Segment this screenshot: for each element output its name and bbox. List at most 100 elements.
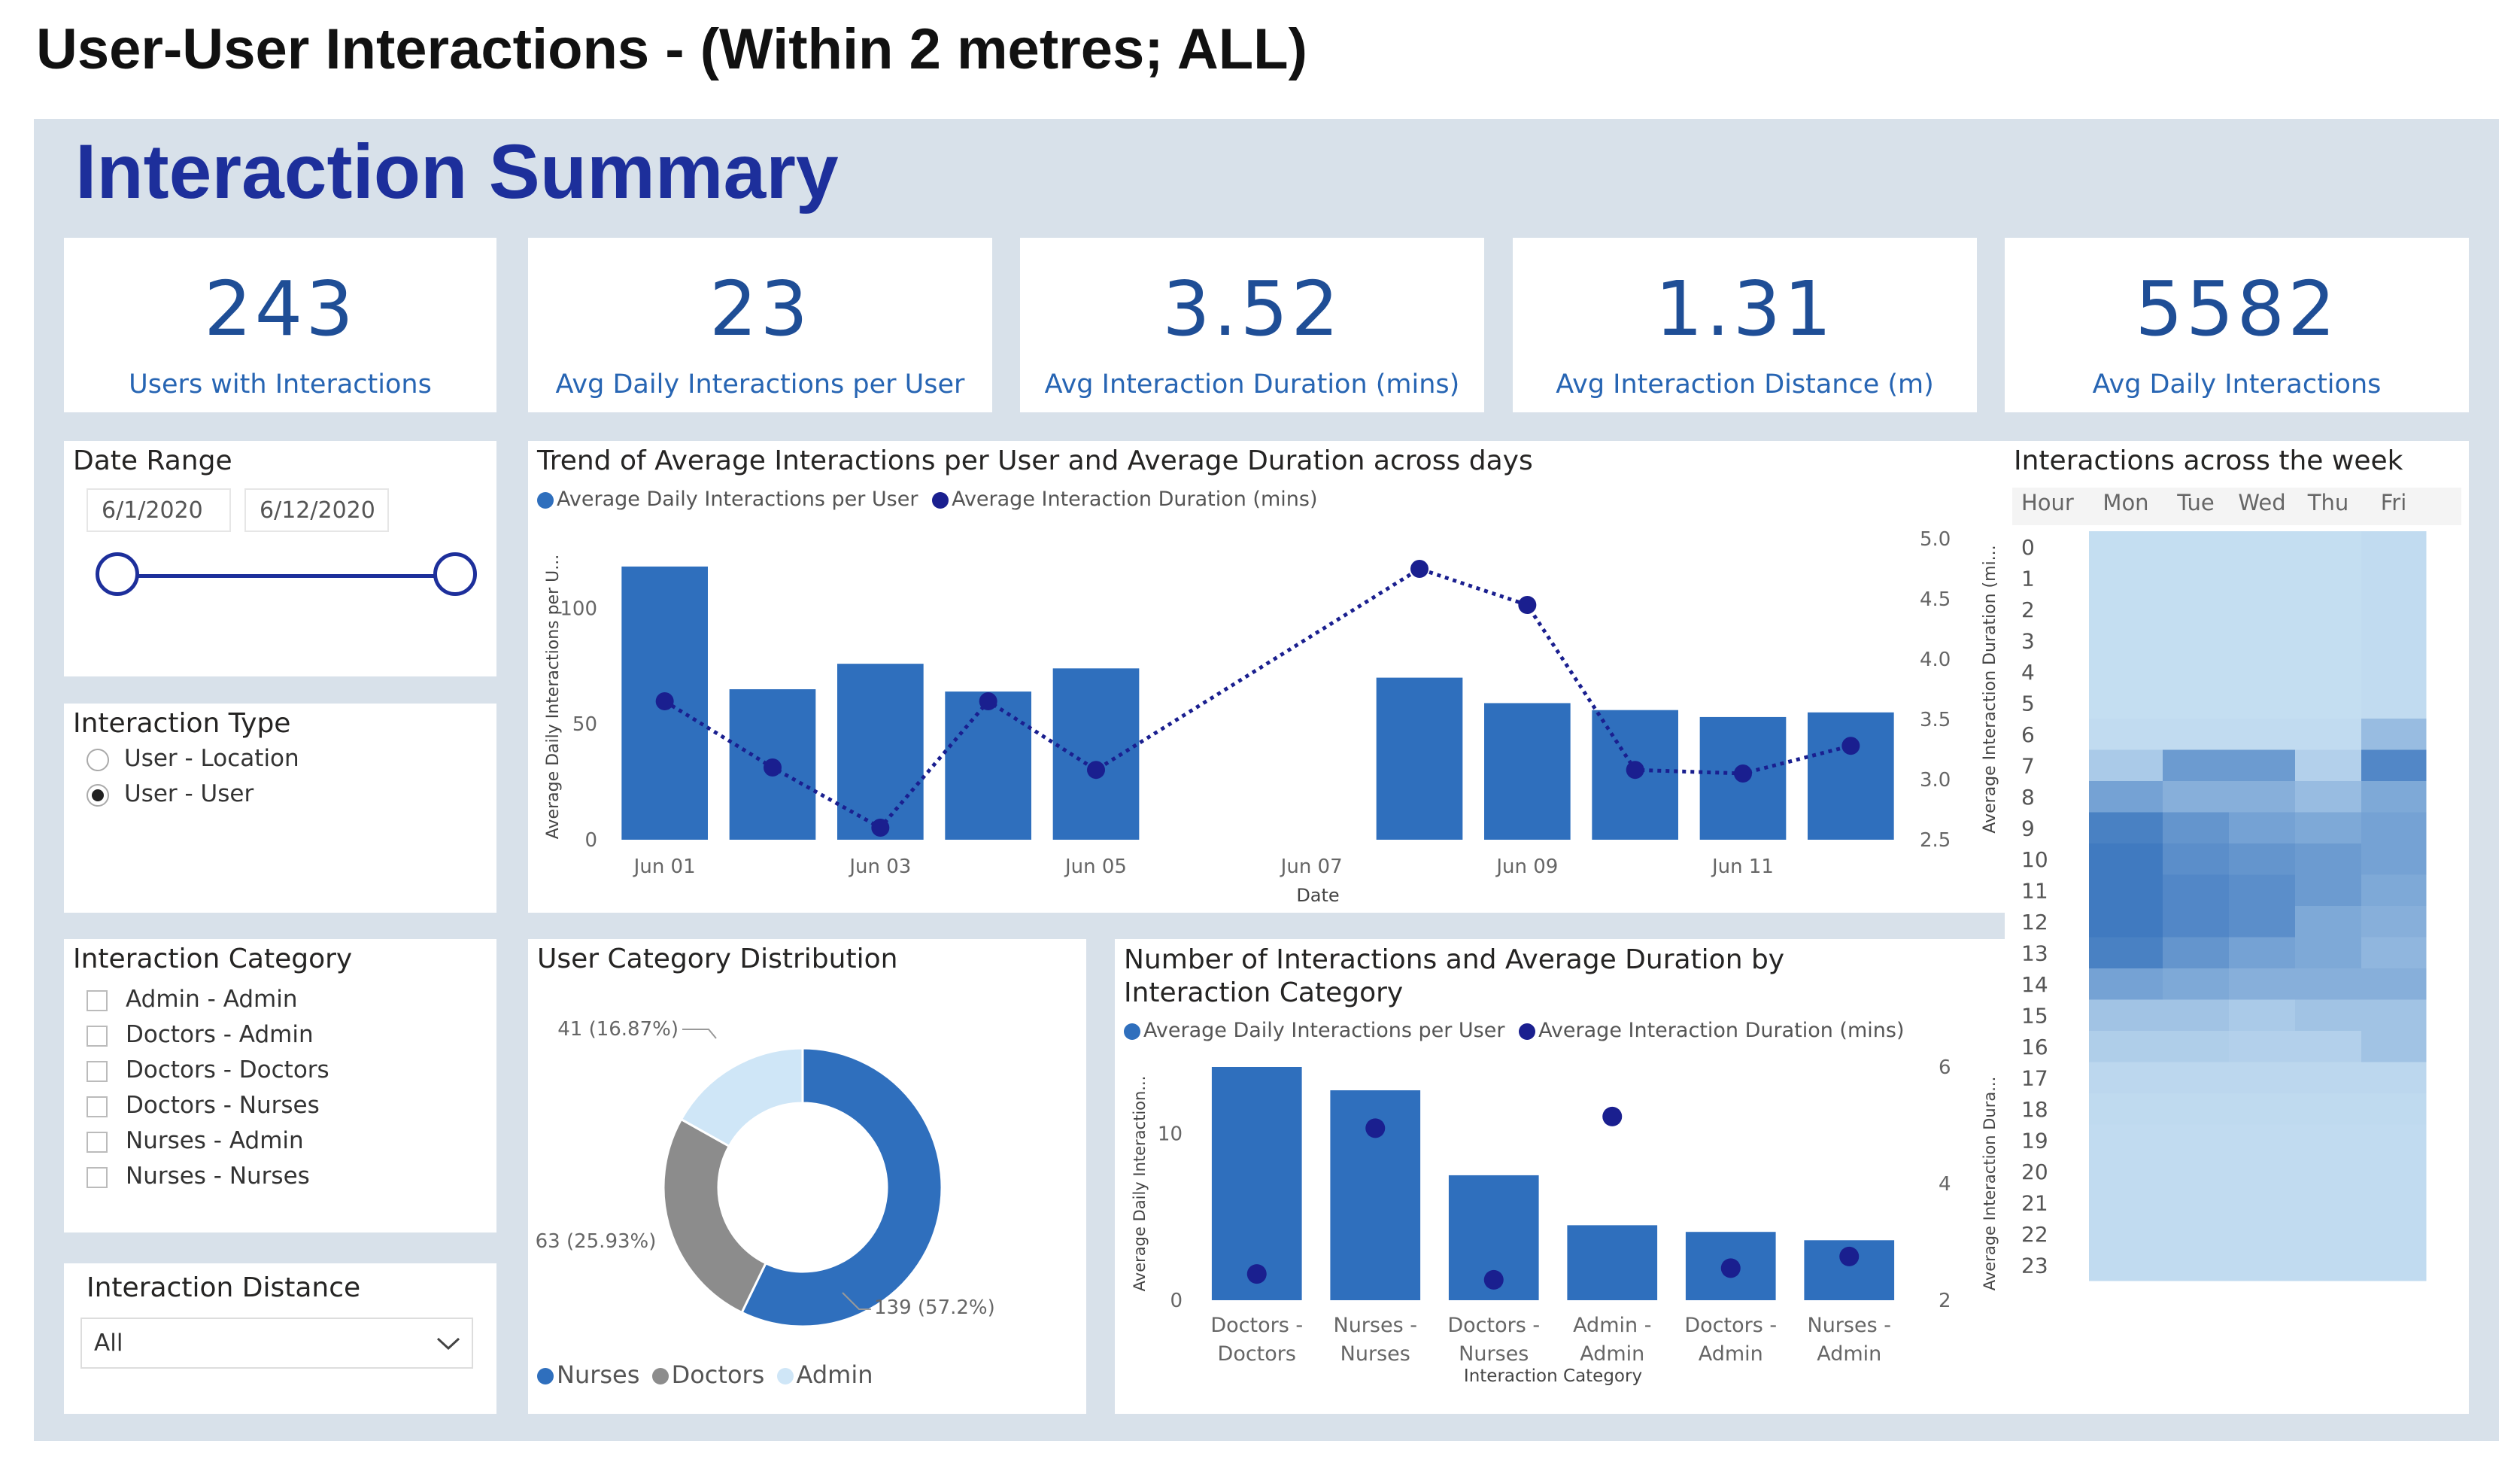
donut-data-label: 41 (16.87%) [557, 1018, 679, 1041]
heatmap-cell [2361, 594, 2427, 625]
heatmap-cell [2089, 1062, 2163, 1094]
interaction-type-slicer: Interaction Type User - Location User - … [64, 704, 496, 913]
start-date-input[interactable]: 6/1/2020 [87, 488, 231, 532]
heatmap-cell [2089, 656, 2163, 688]
heatmap-cell [2295, 562, 2362, 594]
heatmap-cell [2361, 1187, 2427, 1219]
kpi-value: 1.31 [1655, 265, 1835, 353]
y2-tick-label: 2.5 [1920, 829, 1951, 852]
category-duration-point [1246, 1264, 1267, 1284]
checkbox-nurses-nurses[interactable]: Nurses - Nurses [87, 1163, 310, 1190]
radio-user-location[interactable]: User - Location [87, 745, 299, 772]
heatmap-cell [2089, 1249, 2163, 1281]
checkbox-doctors-doctors[interactable]: Doctors - Doctors [87, 1056, 329, 1084]
y2-tick-label: 3.5 [1920, 709, 1951, 731]
heatmap-cell [2361, 1124, 2427, 1156]
y2-tick-label: 5.0 [1920, 528, 1951, 551]
heatmap-cell [2361, 531, 2427, 563]
checkbox[interactable] [87, 1025, 108, 1047]
legend-label: Average Daily Interactions per User [1143, 1019, 1505, 1042]
end-date-input[interactable]: 6/12/2020 [244, 488, 389, 532]
heatmap-cell [2163, 1093, 2230, 1125]
x-tick-label: Doctors [1218, 1342, 1296, 1366]
checkbox-label: Admin - Admin [126, 986, 298, 1013]
heatmap-cell [2229, 749, 2296, 782]
date-slider-end-handle[interactable] [433, 552, 477, 596]
heatmap-cell [2295, 843, 2362, 875]
date-slider-track[interactable] [120, 574, 453, 578]
heatmap-cell [2089, 594, 2163, 625]
week-heatmap-card: Interactions across the week Hour Mon Tue W… [2005, 441, 2469, 1414]
heatmap-cell [2361, 1031, 2427, 1062]
heatmap-cell [2089, 968, 2163, 1000]
kpi-label: Avg Daily Interactions [2092, 369, 2382, 400]
y2-tick-label: 2 [1939, 1290, 1951, 1312]
category-duration-point [1483, 1269, 1504, 1290]
checkbox[interactable] [87, 1060, 108, 1082]
user-category-chart-title: User Category Distribution [537, 944, 898, 974]
kpi-value: 243 [204, 265, 357, 353]
heatmap-row-label: 6 [2021, 722, 2035, 747]
x-tick-label: Nurses - [1334, 1314, 1417, 1337]
heatmap-cell [2361, 1093, 2427, 1125]
heatmap-cell [2089, 687, 2163, 719]
heatmap-cell [2163, 594, 2230, 625]
checkbox[interactable] [87, 1166, 108, 1188]
checkbox[interactable] [87, 1131, 108, 1153]
heatmap-cell [2229, 1218, 2296, 1250]
category-chart: 0 10 2 4 6 Doctors - Doctors Nurses - Nurses Doct… [1131, 1056, 1999, 1386]
checkbox[interactable] [87, 1096, 108, 1117]
heatmap-cell [2295, 1031, 2362, 1062]
heatmap-cell [2163, 906, 2230, 938]
x-tick-label: Nurses [1340, 1342, 1410, 1366]
radio-user-user[interactable]: User - User [87, 780, 254, 807]
page-title: User-User Interactions - (Within 2 metre… [36, 17, 1307, 81]
checkbox-doctors-nurses[interactable]: Doctors - Nurses [87, 1092, 320, 1119]
donut-data-label: 63 (25.93%) [536, 1230, 657, 1253]
heatmap-cell [2089, 999, 2163, 1032]
interaction-category-title: Interaction Category [73, 944, 353, 974]
kpi-label: Avg Interaction Distance (m) [1556, 369, 1934, 400]
legend-dot-scatter [1519, 1023, 1536, 1040]
radio-button-selected[interactable] [87, 783, 109, 807]
heatmap-row-label: 10 [2021, 847, 2048, 872]
heatmap-column-header: Wed [2238, 490, 2285, 515]
x-axis-label: Date [1296, 885, 1339, 906]
heatmap-row-label: 23 [2021, 1254, 2048, 1278]
heatmap-cell [2295, 906, 2362, 938]
heatmap-row-label: 8 [2021, 785, 2035, 810]
y-tick-label: 0 [1170, 1290, 1183, 1312]
x-tick-label: Admin [1817, 1342, 1881, 1366]
heatmap-cell [2163, 1031, 2230, 1062]
interaction-distance-title: Interaction Distance [87, 1272, 361, 1303]
radio-button[interactable] [87, 748, 109, 771]
y-tick-label: 100 [560, 597, 597, 620]
checkbox-admin-admin[interactable]: Admin - Admin [87, 986, 298, 1013]
heatmap-cell [2089, 1093, 2163, 1125]
trend-bar [1376, 677, 1463, 840]
checkbox-nurses-admin[interactable]: Nurses - Admin [87, 1127, 304, 1154]
x-tick-label: Admin [1699, 1342, 1763, 1366]
heatmap-cell [2295, 1156, 2362, 1187]
checkbox-label: Nurses - Admin [126, 1127, 304, 1154]
category-chart-card: Number of Interactions and Average Durat… [1115, 939, 2011, 1414]
checkbox-doctors-admin[interactable]: Doctors - Admin [87, 1021, 314, 1048]
heatmap-header-bg [2012, 488, 2461, 525]
date-slider-start-handle[interactable] [96, 552, 139, 596]
heatmap-cell [2163, 968, 2230, 1000]
interaction-distance-dropdown[interactable]: All [80, 1318, 473, 1369]
heatmap-cell [2361, 906, 2427, 938]
checkbox[interactable] [87, 989, 108, 1011]
heatmap-cell [2089, 625, 2163, 657]
kpi-label: Avg Interaction Duration (mins) [1044, 369, 1460, 400]
trend-duration-point [1087, 761, 1105, 780]
trend-duration-point [764, 758, 782, 777]
trend-chart: 0 50 100 2.5 3.0 3.5 4.0 4.5 5.0 Jun 01 Jun 03 Jun … [544, 528, 1999, 906]
heatmap-cell [2295, 594, 2362, 625]
trend-bar [1484, 703, 1571, 840]
heatmap-row-label: 14 [2021, 972, 2048, 997]
heatmap-cell [2229, 843, 2296, 875]
heatmap-cell [2295, 749, 2362, 782]
donut-slice-nurses [740, 1047, 943, 1328]
date-range-slicer: Date Range 6/1/2020 6/12/2020 [64, 441, 496, 676]
